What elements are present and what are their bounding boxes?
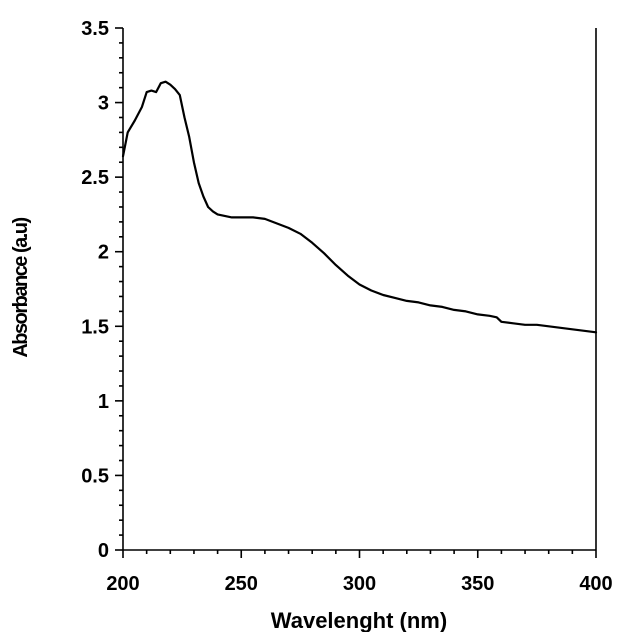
y-tick-label: 1	[98, 391, 109, 413]
x-tick-label: 300	[343, 573, 376, 595]
y-tick-label: 3	[98, 93, 109, 115]
x-tick-label: 250	[225, 573, 258, 595]
x-tick-label: 200	[106, 573, 139, 595]
plot-frame	[122, 28, 597, 551]
y-tick-label: 3.5	[81, 18, 109, 40]
x-tick-label: 350	[461, 573, 494, 595]
series-group	[121, 80, 598, 334]
x-axis-title: Wavelenght (nm)	[271, 608, 447, 632]
y-tick-label: 1.5	[81, 316, 109, 338]
y-tick-label: 2	[98, 242, 109, 264]
y-axis-ticks: 0 0.5 1 1.5 2 2.5 3 3.5	[81, 18, 123, 562]
x-axis-ticks: 200 250 300 350 400	[106, 550, 613, 595]
y-tick-label: 2.5	[81, 167, 109, 189]
x-tick-label: 400	[579, 573, 612, 595]
absorbance-series-line	[121, 80, 598, 334]
y-axis-title: Absorbance (a.u)	[10, 217, 32, 357]
y-tick-label: 0.5	[81, 465, 109, 487]
y-tick-label: 0	[98, 540, 109, 562]
